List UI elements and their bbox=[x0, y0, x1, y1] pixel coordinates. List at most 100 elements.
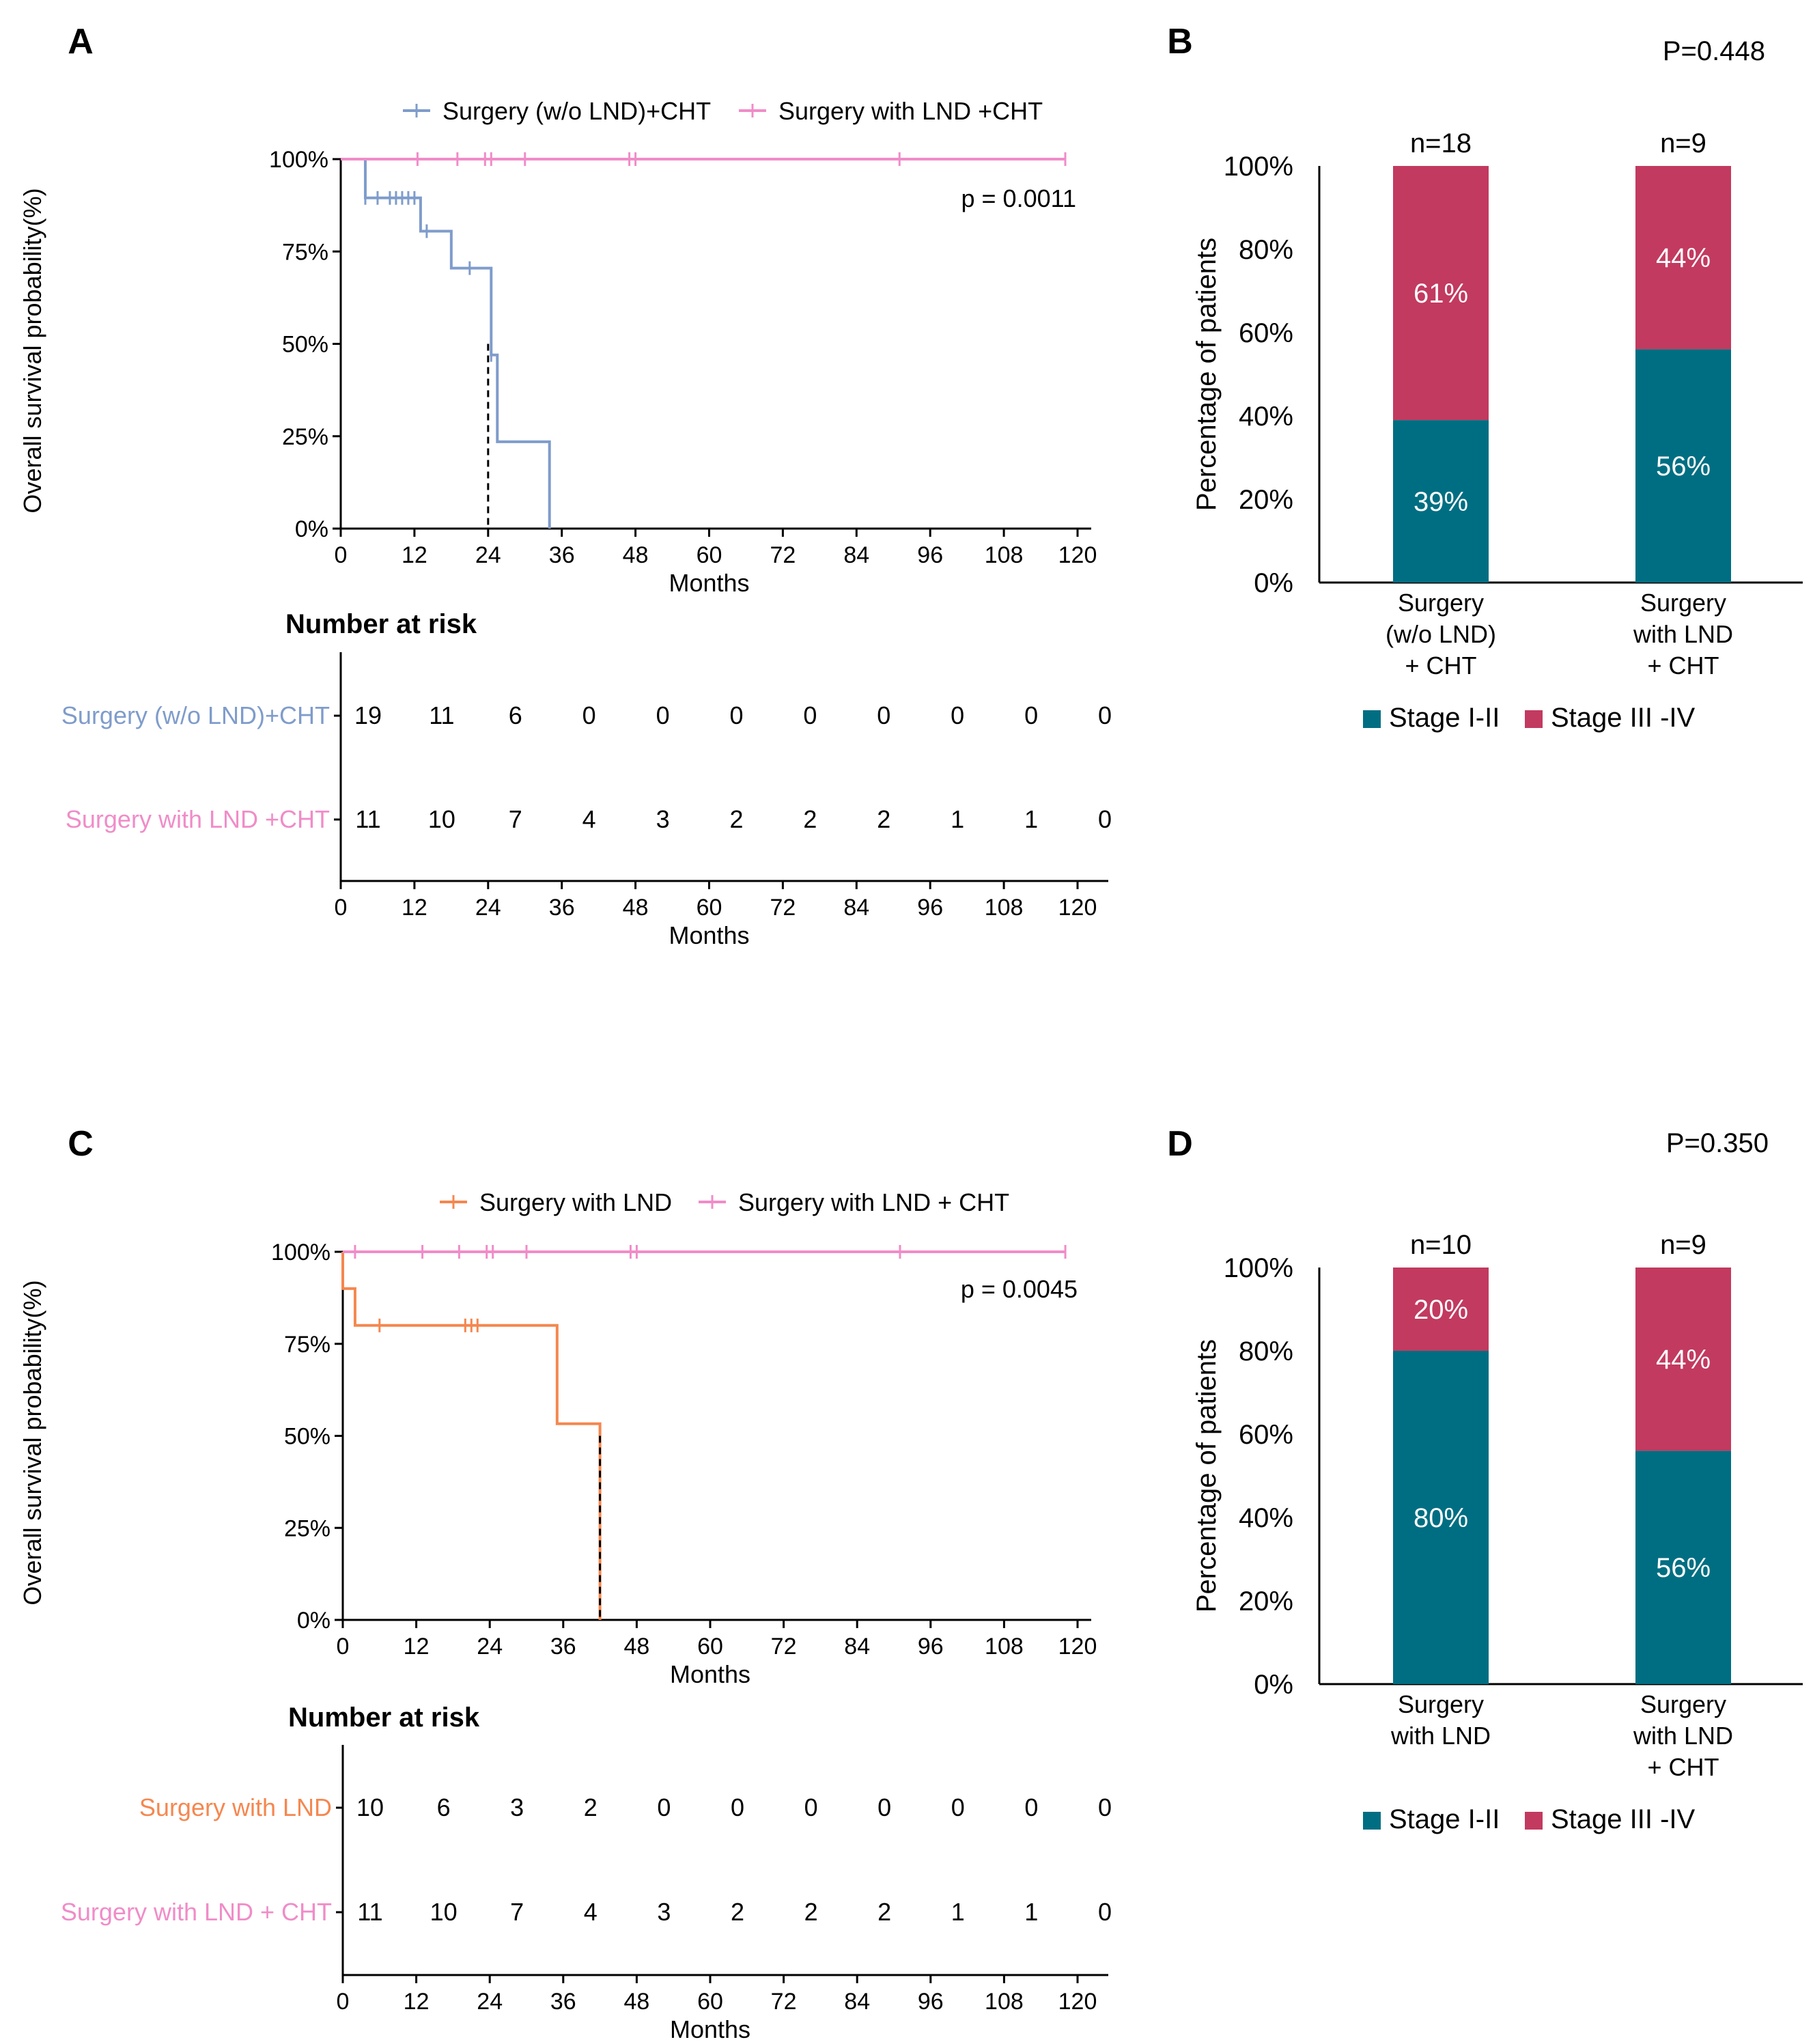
legend-swatch-1 bbox=[1525, 710, 1543, 728]
risk-count: 3 bbox=[657, 1898, 671, 1926]
x-tick-label: 48 bbox=[623, 1634, 649, 1660]
risk-x-tick-label: 24 bbox=[475, 895, 501, 921]
bar-segment-stage-iii-iv bbox=[1393, 1268, 1489, 1351]
risk-count: 19 bbox=[354, 701, 382, 729]
y-tick-label: 0% bbox=[297, 1608, 331, 1634]
category-label: Surgery bbox=[1398, 589, 1484, 617]
risk-count: 7 bbox=[510, 1898, 524, 1926]
bar-value-label: 44% bbox=[1656, 243, 1711, 273]
risk-table-title: Number at risk bbox=[288, 1703, 480, 1733]
risk-count: 0 bbox=[1098, 701, 1112, 729]
risk-count: 7 bbox=[509, 805, 522, 833]
x-tick-label: 84 bbox=[843, 542, 869, 568]
legend-label-0: Stage I-II bbox=[1389, 703, 1500, 733]
risk-x-axis-label: Months bbox=[669, 921, 749, 949]
risk-count: 0 bbox=[951, 701, 964, 729]
legend-label-1: Stage III -IV bbox=[1551, 1804, 1696, 1834]
x-tick-label: 72 bbox=[770, 542, 796, 568]
legend-label-1: Surgery with LND + CHT bbox=[738, 1188, 1009, 1216]
risk-count: 0 bbox=[1024, 701, 1038, 729]
risk-x-tick-label: 108 bbox=[985, 895, 1024, 921]
risk-count: 0 bbox=[803, 701, 817, 729]
risk-count: 2 bbox=[729, 805, 743, 833]
x-tick-label: 12 bbox=[402, 542, 427, 568]
category-label: (w/o LND) bbox=[1386, 620, 1496, 648]
x-tick-label: 60 bbox=[697, 542, 722, 568]
bar-segment-stage-iii-iv bbox=[1635, 166, 1731, 350]
y-tick-label: 60% bbox=[1239, 318, 1293, 348]
y-tick-label: 100% bbox=[1224, 152, 1293, 182]
km-legend: Surgery (w/o LND)+CHT Surgery with LND +C… bbox=[403, 97, 1043, 125]
risk-x-tick-label: 36 bbox=[549, 895, 575, 921]
y-tick-label: 0% bbox=[1254, 1670, 1293, 1700]
risk-count: 0 bbox=[1098, 805, 1112, 833]
risk-count: 11 bbox=[429, 701, 454, 729]
risk-row-label: Surgery with LND +CHT bbox=[66, 805, 330, 833]
legend-label-0: Surgery (w/o LND)+CHT bbox=[442, 97, 711, 125]
x-tick-label: 0 bbox=[335, 542, 348, 568]
x-tick-label: 84 bbox=[844, 1634, 870, 1660]
legend-swatch-0 bbox=[1363, 1812, 1381, 1830]
km-panel-A: Surgery (w/o LND)+CHT Surgery with LND +C… bbox=[18, 97, 1112, 949]
risk-x-tick-label: 48 bbox=[623, 1989, 649, 2015]
y-axis-label: Overall survival probability(%) bbox=[18, 1280, 46, 1605]
risk-count: 2 bbox=[804, 1898, 818, 1926]
n-label: n=18 bbox=[1410, 128, 1472, 158]
risk-count: 6 bbox=[509, 701, 522, 729]
y-tick-label: 100% bbox=[269, 147, 328, 173]
x-tick-label: 36 bbox=[550, 1634, 576, 1660]
risk-x-tick-label: 60 bbox=[697, 895, 722, 921]
risk-x-axis-label: Months bbox=[670, 2015, 750, 2043]
legend-swatch-1 bbox=[1525, 1812, 1543, 1830]
n-label: n=9 bbox=[1660, 128, 1706, 158]
x-tick-label: 24 bbox=[477, 1634, 503, 1660]
bar-value-label: 80% bbox=[1414, 1503, 1468, 1533]
risk-x-tick-label: 0 bbox=[337, 1989, 350, 2015]
bar-segment-stage-i-ii bbox=[1393, 1351, 1489, 1684]
p-value: p = 0.0045 bbox=[961, 1275, 1078, 1303]
y-tick-label: 0% bbox=[295, 516, 328, 542]
x-tick-label: 108 bbox=[985, 542, 1024, 568]
risk-x-tick-label: 12 bbox=[404, 1989, 430, 2015]
bar-panel-D: P=0.350 0% 20% 40% 60% 80% 100% Percentage of p… bbox=[1192, 1128, 1803, 1834]
p-value: p = 0.0011 bbox=[961, 184, 1077, 212]
risk-x-tick-label: 24 bbox=[477, 1989, 503, 2015]
category-label: Surgery bbox=[1640, 1690, 1726, 1718]
panel-label-D: D bbox=[1167, 1124, 1193, 1164]
category-label: + CHT bbox=[1647, 1753, 1719, 1781]
risk-table-title: Number at risk bbox=[285, 609, 477, 639]
category-label: + CHT bbox=[1405, 652, 1476, 680]
bar-value-label: 39% bbox=[1414, 487, 1468, 517]
y-tick-label: 25% bbox=[284, 1515, 331, 1541]
risk-count: 0 bbox=[1098, 1898, 1112, 1926]
risk-count: 2 bbox=[877, 1898, 891, 1926]
bar-segment-stage-i-ii bbox=[1635, 1451, 1731, 1684]
risk-x-tick-label: 12 bbox=[402, 895, 427, 921]
y-tick-label: 80% bbox=[1239, 235, 1293, 265]
risk-x-tick-label: 120 bbox=[1058, 1989, 1097, 2015]
category-label: with LND bbox=[1633, 1722, 1733, 1750]
bar-segment-stage-iii-iv bbox=[1393, 166, 1489, 421]
risk-x-tick-label: 96 bbox=[918, 1989, 944, 2015]
risk-count: 0 bbox=[656, 701, 670, 729]
risk-count: 1 bbox=[951, 1898, 965, 1926]
risk-count: 4 bbox=[582, 805, 596, 833]
risk-count: 1 bbox=[1024, 1898, 1038, 1926]
y-tick-label: 75% bbox=[284, 1332, 331, 1358]
x-tick-label: 24 bbox=[475, 542, 501, 568]
y-tick-label: 20% bbox=[1239, 485, 1293, 515]
risk-count: 1 bbox=[951, 805, 964, 833]
risk-count: 10 bbox=[356, 1793, 384, 1821]
risk-x-tick-label: 84 bbox=[844, 1989, 870, 2015]
risk-row-label: Surgery with LND + CHT bbox=[61, 1898, 332, 1926]
y-tick-label: 40% bbox=[1239, 1503, 1293, 1533]
y-tick-label: 40% bbox=[1239, 402, 1293, 432]
x-tick-label: 36 bbox=[549, 542, 575, 568]
y-axis-label: Overall survival probability(%) bbox=[18, 188, 46, 513]
risk-count: 0 bbox=[951, 1793, 965, 1821]
bar-segment-stage-i-ii bbox=[1393, 420, 1489, 583]
y-tick-label: 100% bbox=[1224, 1253, 1293, 1283]
category-label: + CHT bbox=[1647, 652, 1719, 680]
